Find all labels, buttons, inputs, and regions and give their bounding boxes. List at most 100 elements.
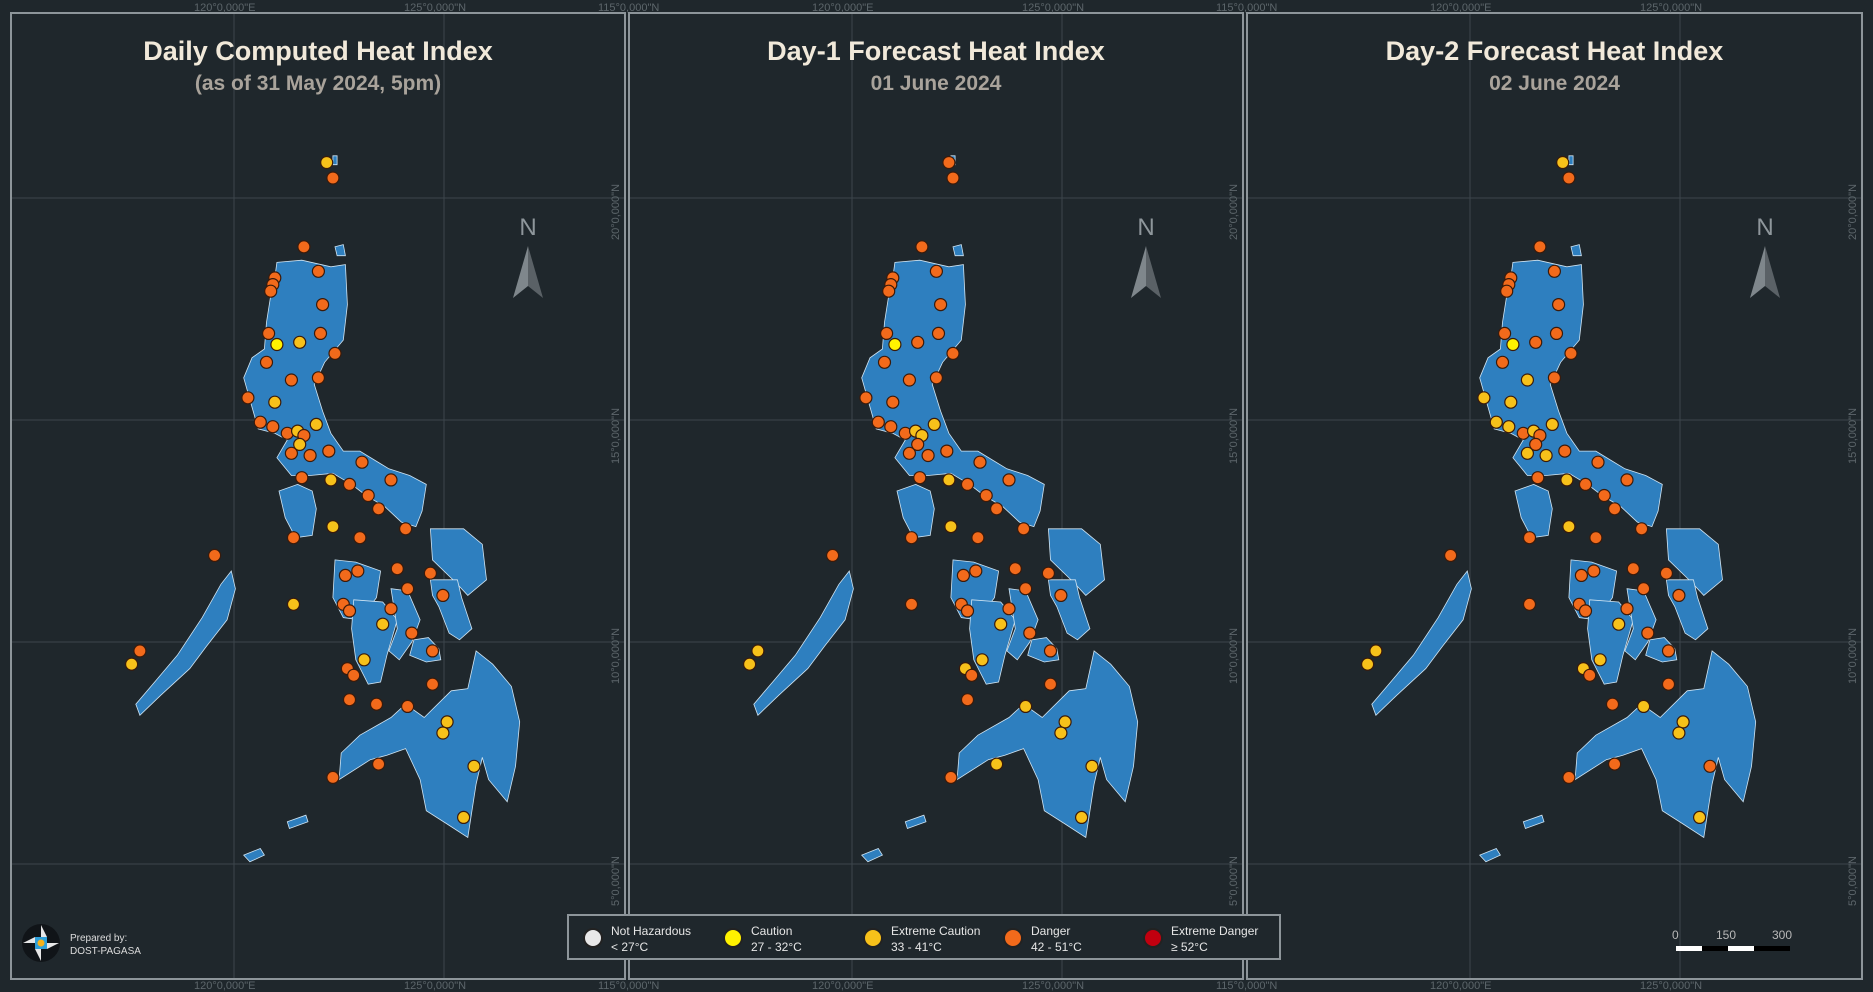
station-point — [927, 417, 941, 431]
station-point — [311, 264, 325, 278]
station-point — [303, 448, 317, 463]
station-point — [1529, 437, 1543, 451]
station-point — [405, 626, 419, 640]
station-point — [1041, 566, 1055, 580]
station-point — [1578, 477, 1593, 491]
land-area — [243, 848, 265, 863]
legend-swatch — [583, 928, 603, 948]
legend-range: 42 - 51°C — [1031, 940, 1082, 954]
station-point — [960, 477, 975, 491]
station-point — [904, 531, 919, 545]
legend-range: ≥ 52°C — [1171, 940, 1208, 954]
station-point — [1591, 455, 1605, 469]
coord-label-lat-5: 5°0,000"N — [1228, 856, 1240, 906]
coord-label-lat-10: 10°0,000"N — [1847, 627, 1859, 684]
station-point — [979, 488, 993, 503]
station-point — [309, 417, 323, 431]
station-point — [1002, 473, 1016, 487]
north-arrow-icon — [1131, 246, 1161, 298]
station-point — [902, 373, 916, 387]
station-point — [960, 604, 975, 618]
station-point — [1545, 417, 1559, 431]
land-area — [1568, 155, 1574, 166]
station-point — [880, 326, 894, 340]
station-point — [1477, 391, 1491, 405]
station-point — [1659, 566, 1673, 580]
station-point — [369, 697, 384, 711]
station-point — [904, 597, 919, 611]
station-point — [911, 437, 925, 451]
station-point — [1498, 326, 1512, 340]
station-point — [355, 455, 369, 469]
station-point — [1620, 602, 1634, 616]
station-point — [971, 531, 985, 545]
station-point — [284, 373, 298, 387]
land-area — [861, 848, 883, 863]
station-point — [960, 693, 975, 707]
legend-category-name: Not Hazardous — [611, 924, 692, 938]
map-canvas — [1248, 14, 1861, 978]
coord-label-lon-120: 120°0,000"E — [1430, 2, 1492, 14]
legend-category-name: Caution — [751, 924, 793, 938]
station-point — [1560, 473, 1574, 487]
station-point — [320, 155, 334, 170]
station-point — [942, 473, 956, 487]
station-point — [1620, 473, 1634, 487]
map-panel-3: Day-2 Forecast Heat Index 02 June 2024 N 12… — [1246, 2, 1863, 992]
scale-bar: 0 150 300 — [1672, 928, 1792, 958]
station-point — [884, 420, 898, 434]
north-arrow: N — [1121, 214, 1171, 314]
north-arrow-left-half — [1131, 246, 1146, 298]
station-point — [931, 326, 946, 340]
coord-label-lon-120-bottom: 120°0,000"E — [194, 980, 256, 992]
station-point — [1635, 522, 1649, 536]
coord-label-lon-115-bottom: 115°0,000"N — [598, 980, 660, 992]
station-point — [1641, 626, 1655, 640]
station-point — [1075, 810, 1089, 825]
station-point — [946, 171, 960, 185]
scale-tick-0: 0 — [1672, 928, 1679, 942]
north-arrow-right-half — [1765, 246, 1780, 298]
map-canvas — [12, 14, 624, 978]
station-point — [268, 395, 282, 409]
land-area — [243, 259, 427, 528]
station-point — [313, 326, 328, 340]
north-arrow-right-half — [1146, 246, 1161, 298]
station-point — [423, 566, 437, 580]
north-arrow-icon — [1750, 246, 1780, 298]
station-point — [399, 522, 413, 536]
coord-label-lat-20: 20°0,000"N — [610, 183, 622, 240]
coord-label-lat-10: 10°0,000"N — [1228, 627, 1240, 684]
station-point — [1605, 697, 1620, 711]
station-point — [326, 770, 340, 785]
scale-segment — [1702, 946, 1728, 951]
station-point — [888, 337, 902, 352]
station-point — [1504, 395, 1518, 409]
station-point — [264, 284, 278, 298]
station-point — [384, 473, 398, 487]
coord-label-lat-15: 15°0,000"N — [1847, 407, 1859, 464]
station-point — [425, 677, 440, 691]
station-point — [328, 346, 342, 360]
station-point — [436, 726, 450, 740]
scale-tick-150: 150 — [1716, 928, 1737, 942]
station-point — [1043, 677, 1058, 691]
legend-swatch — [863, 928, 883, 948]
station-point — [1489, 415, 1503, 429]
station-point — [1058, 715, 1072, 729]
north-arrow-left-half — [1750, 246, 1765, 298]
station-point — [929, 371, 943, 385]
station-point — [886, 395, 900, 409]
station-point — [1583, 668, 1597, 682]
station-point — [1552, 298, 1566, 312]
north-label: N — [519, 214, 537, 241]
station-point — [293, 335, 307, 349]
land-area — [896, 483, 935, 539]
station-point — [293, 437, 307, 451]
station-point — [342, 693, 357, 707]
north-arrow-right-half — [528, 246, 543, 298]
coord-label-lat-20: 20°0,000"N — [1847, 183, 1859, 240]
land-area — [1479, 848, 1501, 863]
land-area — [334, 244, 346, 257]
land-area — [286, 814, 309, 830]
